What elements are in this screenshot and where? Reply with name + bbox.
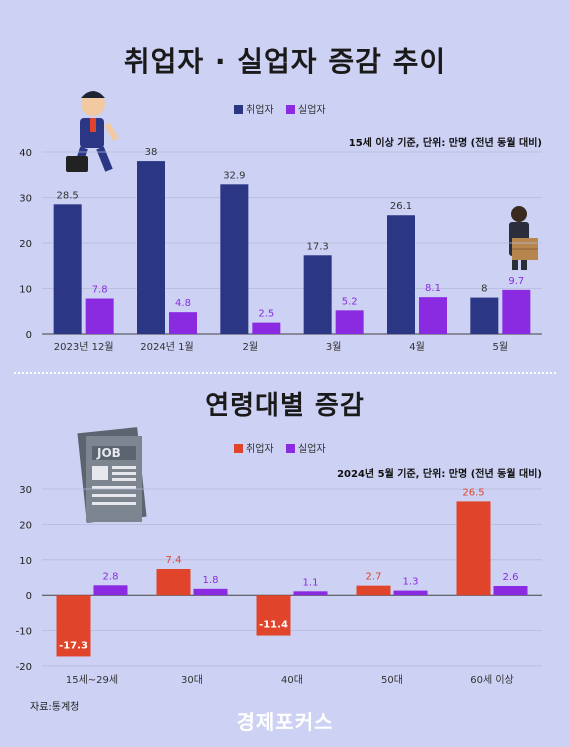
chart1-bar-employed [303, 255, 332, 334]
chart1-legend-swatch [234, 105, 243, 114]
chart2-category-label: 15세~29세 [66, 674, 118, 686]
chart1-bar-employed [387, 215, 415, 334]
chart2-bar-unemployed [393, 590, 428, 596]
chart2-category-label: 40대 [281, 674, 303, 686]
chart1-data-label: 26.1 [390, 201, 412, 212]
chart2-legend-label: 취업자 [246, 442, 274, 455]
chart1-ytick-label: 0 [26, 330, 32, 341]
chart2-bar-employed [56, 595, 91, 657]
chart1-legend-label: 취업자 [246, 103, 274, 116]
chart1-title: 취업자 · 실업자 증감 추이 [123, 45, 447, 78]
chart2-data-label: 7.4 [166, 555, 182, 566]
chart2-ytick-label: 20 [19, 520, 32, 531]
chart2-legend-label: 실업자 [298, 442, 326, 455]
chart2-title: 연령대별 증감 [205, 391, 365, 421]
chart2-category-label: 30대 [181, 674, 203, 686]
chart2-ytick-label: 30 [19, 485, 32, 496]
chart1-ytick-label: 20 [19, 239, 32, 250]
source-note: 자료:통계청 [30, 702, 80, 713]
chart1-ytick-label: 30 [19, 194, 32, 205]
chart2-data-label: 2.7 [366, 572, 382, 583]
chart2-data-label: -17.3 [59, 640, 88, 651]
chart2-unit-note: 2024년 5월 기준, 단위: 만명 (전년 동월 대비) [337, 467, 542, 480]
chart1-category-label: 2023년 12월 [54, 341, 114, 353]
chart1-bar-unemployed [169, 312, 197, 334]
chart1-data-label: 4.8 [175, 298, 191, 309]
chart1-bar-employed [220, 184, 249, 334]
chart2-category-label: 60세 이상 [470, 674, 514, 686]
chart2-bar-employed [456, 501, 491, 596]
chart1-data-label: 8.1 [425, 283, 441, 294]
chart2-ytick-label: -10 [16, 627, 32, 638]
chart2-data-label: 26.5 [462, 487, 484, 498]
chart1-data-label: 2.5 [258, 309, 274, 320]
chart2-ytick-label: -20 [16, 662, 32, 673]
chart1-data-label: 9.7 [508, 276, 524, 287]
chart2-ytick-label: 0 [26, 591, 32, 602]
chart1-legend-swatch [286, 105, 295, 114]
chart1-data-label: 17.3 [307, 241, 329, 252]
chart1-data-label: 28.5 [57, 190, 79, 201]
chart1-bar-employed [53, 204, 82, 334]
chart1-bar-employed [470, 297, 499, 334]
chart2-data-label: 1.8 [203, 575, 219, 586]
chart1-category-label: 2월 [243, 341, 259, 353]
chart2-bar-unemployed [493, 585, 528, 596]
chart1-data-label: 32.9 [223, 170, 245, 181]
chart1-unit-note: 15세 이상 기준, 단위: 만명 (전년 동월 대비) [349, 136, 542, 149]
chart2-bar-employed [356, 585, 391, 596]
chart2-bar-unemployed [293, 591, 328, 596]
chart2-data-label: 1.3 [403, 577, 419, 588]
chart1-bar-unemployed [252, 322, 281, 334]
chart1-ytick-label: 40 [19, 148, 32, 159]
chart1-data-label: 7.8 [92, 285, 108, 296]
businessman-walking-icon [66, 91, 119, 173]
publisher-logo: 경제포커스 [236, 710, 334, 734]
chart2-ytick-label: 10 [19, 556, 32, 567]
chart2-data-label: 2.8 [103, 571, 119, 582]
chart1-bar-employed [137, 161, 165, 334]
chart1-data-label: 38 [145, 147, 158, 158]
chart2-bar-unemployed [93, 585, 128, 596]
chart1-category-label: 2024년 1월 [140, 341, 193, 353]
chart1-bar-unemployed [419, 297, 447, 334]
chart2-legend-swatch [286, 444, 295, 453]
chart2-bar-unemployed [193, 588, 228, 596]
chart1-bar-unemployed [502, 289, 531, 334]
chart1-bar-unemployed [85, 298, 114, 334]
chart1-legend-label: 실업자 [298, 103, 326, 116]
chart2-data-label: 1.1 [303, 577, 319, 588]
chart1-category-label: 3월 [326, 341, 342, 353]
chart1-data-label: 8 [481, 284, 487, 295]
chart2-data-label: -11.4 [259, 620, 288, 631]
chart1-bar-unemployed [335, 310, 364, 334]
chart1-category-label: 5월 [493, 341, 509, 353]
chart2-legend-swatch [234, 444, 243, 453]
worker-with-box-icon [509, 206, 538, 270]
chart2-bar-employed [256, 595, 291, 636]
chart1-ytick-label: 10 [19, 285, 32, 296]
section-divider [14, 372, 556, 374]
chart2-data-label: 2.6 [503, 572, 519, 583]
job-newspaper-icon: JOB [96, 446, 121, 460]
chart2-bar-employed [156, 569, 191, 596]
chart2-category-label: 50대 [381, 674, 403, 686]
job-newspaper-icon [77, 427, 147, 523]
chart1-data-label: 5.2 [342, 296, 358, 307]
chart1-category-label: 4월 [409, 341, 425, 353]
